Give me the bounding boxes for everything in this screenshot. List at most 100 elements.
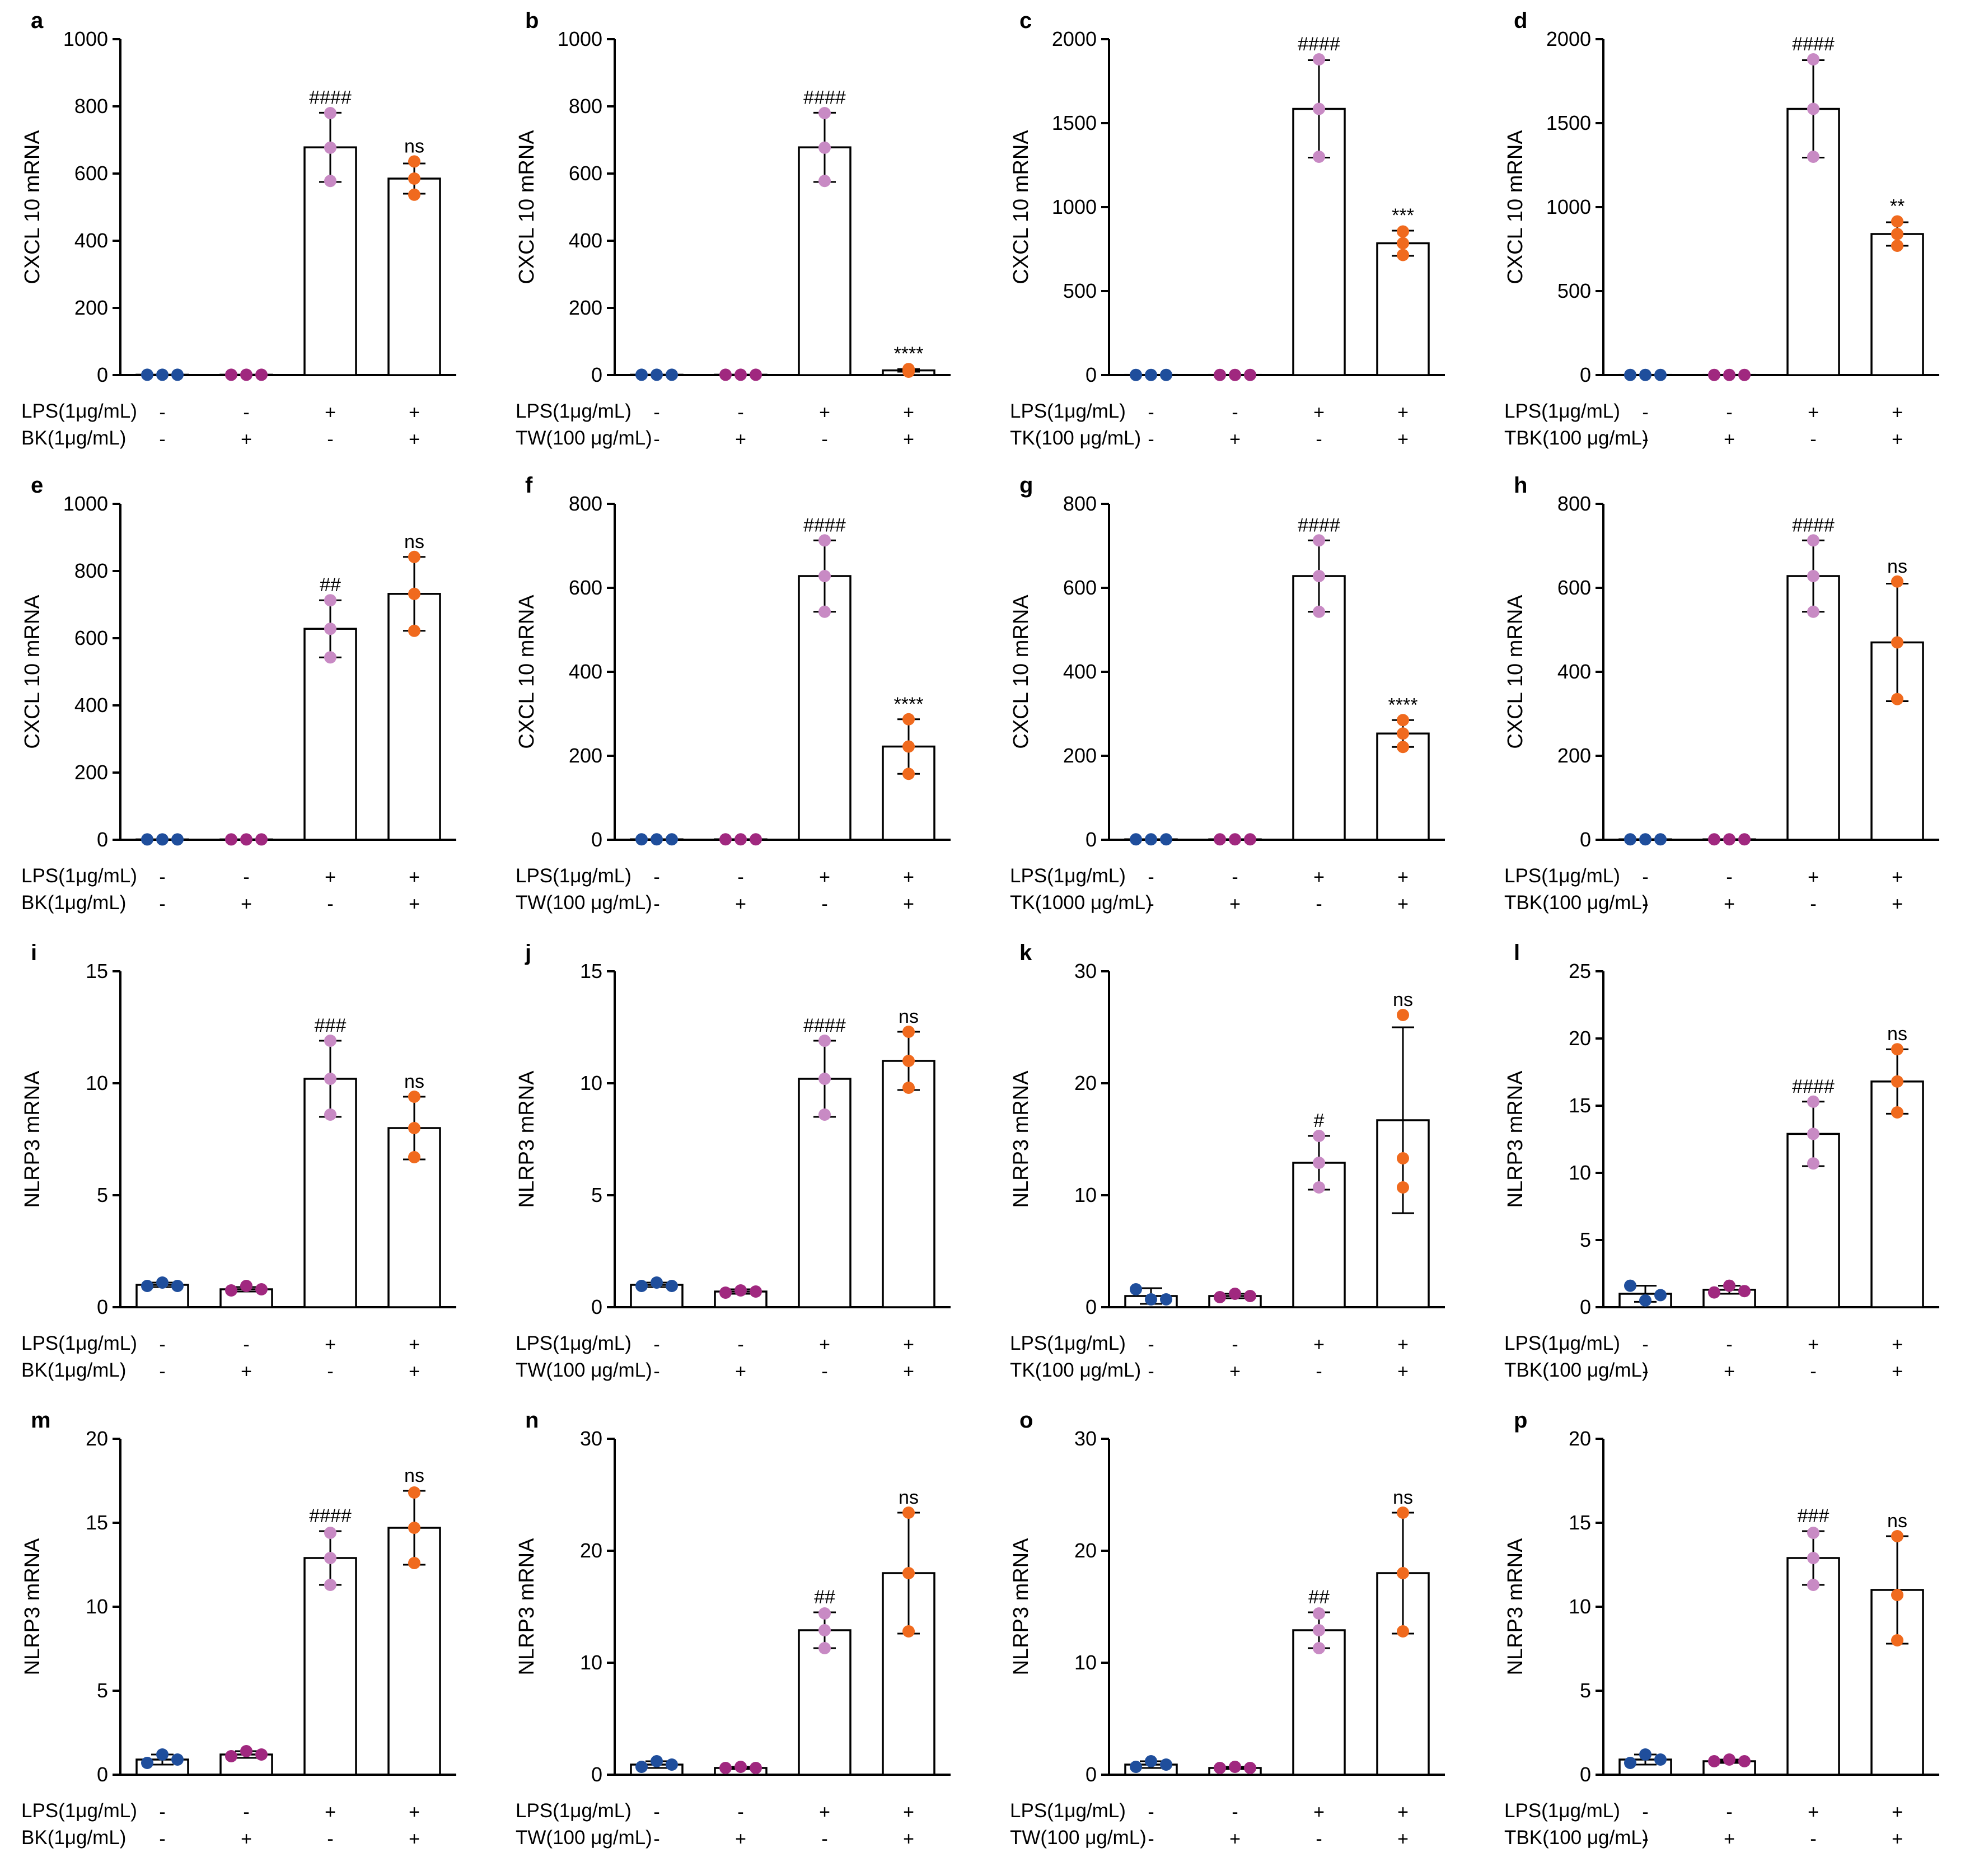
significance-label: ####: [1298, 514, 1340, 536]
data-point: [1160, 1758, 1172, 1771]
data-point: [719, 833, 732, 846]
data-point: [408, 1557, 420, 1569]
y-axis-label: CXCL 10 mRNA: [1504, 595, 1527, 749]
lps-sign: +: [409, 867, 420, 888]
treatment-sign: -: [653, 1828, 659, 1850]
y-axis-label: NLRP3 mRNA: [1009, 1070, 1033, 1208]
lps-sign: +: [819, 402, 830, 423]
data-point: [651, 1755, 663, 1767]
data-point: [1397, 225, 1409, 238]
significance-label: ****: [894, 343, 924, 364]
data-point: [1639, 1294, 1651, 1307]
significance-label: ***: [1392, 205, 1414, 226]
y-tick-label: 0: [1580, 1295, 1591, 1318]
y-axis-label: NLRP3 mRNA: [21, 1538, 44, 1676]
y-tick-label: 10: [86, 1595, 108, 1618]
lps-row-label: LPS(1μg/mL): [516, 865, 631, 887]
panel-b: b CXCL 10 mRNA 0 200 400 600 800 1000 - - - + #### + -…: [515, 8, 951, 450]
data-point: [1624, 1757, 1636, 1769]
data-point: [1891, 1075, 1903, 1088]
data-point: [408, 1151, 420, 1163]
panel-l: l NLRP3 mRNA 0 5 10 15 20 25 - - - + #### + - ns + + LPS(1…: [1504, 941, 1939, 1382]
lps-sign: +: [1313, 1334, 1325, 1355]
lps-row-label: LPS(1μg/mL): [21, 1800, 137, 1822]
y-axis-label: NLRP3 mRNA: [21, 1070, 44, 1208]
y-tick-label: 10: [1569, 1161, 1591, 1184]
y-tick-label: 0: [591, 1763, 602, 1786]
treatment-sign: +: [409, 893, 420, 915]
y-tick-label: 1000: [1052, 195, 1097, 218]
lps-sign: +: [1892, 1334, 1903, 1355]
data-point: [902, 1507, 915, 1519]
y-axis-label: NLRP3 mRNA: [1504, 1070, 1527, 1208]
y-tick-label: 200: [1063, 744, 1097, 767]
data-point: [324, 1527, 336, 1539]
treatment-sign: +: [1892, 1361, 1903, 1382]
data-point: [818, 1624, 831, 1636]
treatment-sign: -: [1148, 1361, 1154, 1382]
lps-sign: -: [737, 867, 743, 888]
treatment-row-label: BK(1μg/mL): [21, 1359, 126, 1381]
y-tick-label: 10: [1074, 1183, 1097, 1206]
bar-3: [1292, 575, 1346, 841]
treatment-sign: -: [1316, 893, 1322, 915]
data-point: [1891, 1043, 1903, 1056]
lps-sign: -: [159, 402, 165, 423]
y-tick-label: 600: [74, 162, 108, 185]
treatment-sign: +: [1229, 1361, 1241, 1382]
data-point: [1891, 240, 1903, 252]
data-point: [324, 107, 336, 119]
data-point: [225, 1750, 237, 1762]
y-tick-label: 15: [1569, 1511, 1591, 1534]
data-point: [1624, 368, 1636, 381]
lps-sign: -: [1232, 402, 1238, 423]
data-point: [324, 1579, 336, 1591]
treatment-row-label: TW(100 μg/mL): [516, 1827, 652, 1849]
data-point: [666, 833, 678, 846]
data-point: [818, 1607, 831, 1620]
data-point: [818, 175, 831, 188]
lps-sign: +: [903, 402, 914, 423]
treatment-row-label: TBK(100 μg/mL): [1504, 427, 1648, 449]
data-point: [666, 1280, 678, 1292]
data-point: [1130, 368, 1142, 381]
data-point: [1639, 1748, 1651, 1761]
significance-label: ns: [1393, 989, 1413, 1010]
lps-sign: -: [159, 1334, 165, 1355]
lps-sign: -: [243, 867, 249, 888]
lps-row-label: LPS(1μg/mL): [516, 400, 631, 422]
data-point: [1313, 534, 1325, 547]
data-point: [666, 368, 678, 381]
y-tick-label: 5: [591, 1183, 602, 1206]
treatment-row-label: TBK(100 μg/mL): [1504, 892, 1648, 914]
y-tick-label: 10: [580, 1072, 602, 1094]
y-axis-label: NLRP3 mRNA: [1009, 1538, 1033, 1676]
y-tick-label: 0: [591, 363, 602, 386]
data-point: [171, 1753, 184, 1766]
y-tick-label: 500: [1557, 279, 1591, 302]
lps-sign: -: [1642, 402, 1648, 423]
significance-label: ns: [404, 1465, 424, 1486]
panel-letter: b: [525, 8, 539, 33]
lps-row-label: LPS(1μg/mL): [21, 865, 137, 887]
data-point: [818, 107, 831, 119]
data-point: [1229, 1288, 1241, 1300]
treatment-row-label: TW(100 μg/mL): [516, 1359, 652, 1381]
panel-a: a CXCL 10 mRNA 0 200 400 600 800 1000 - - - + #### + -…: [21, 8, 456, 450]
y-tick-label: 2000: [1052, 27, 1097, 50]
y-tick-label: 0: [1580, 828, 1591, 851]
lps-sign: +: [903, 1334, 914, 1355]
significance-label: ####: [803, 514, 846, 536]
lps-sign: +: [819, 1334, 830, 1355]
data-point: [1397, 237, 1409, 250]
y-tick-label: 200: [1557, 744, 1591, 767]
lps-sign: -: [243, 1802, 249, 1823]
data-point: [1229, 1761, 1241, 1773]
data-point: [240, 368, 252, 381]
lps-sign: +: [1397, 402, 1409, 423]
data-point: [1244, 1290, 1256, 1302]
y-tick-label: 25: [1569, 960, 1591, 983]
data-point: [225, 368, 237, 381]
data-point: [1723, 368, 1735, 381]
panel-letter: h: [1514, 473, 1527, 498]
